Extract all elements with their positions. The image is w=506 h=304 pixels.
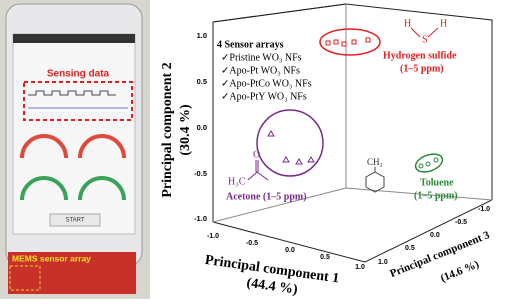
pc2-label: Principal component 2: [160, 62, 175, 197]
legend-item: ✓Apo-PtY WO₃ NFs: [221, 91, 307, 102]
tick-label: -1.0: [194, 214, 207, 223]
tick-label: 0.5: [320, 254, 330, 261]
toluene-cluster: [414, 153, 444, 173]
tick-label: 1.0: [197, 31, 207, 40]
axes-box: [212, 3, 493, 263]
tick-label: 0.0: [197, 123, 207, 132]
legend-item: ✓Apo-Pt WO₃ NFs: [221, 65, 300, 76]
legend: 4 Sensor arrays ✓Pristine WO₃ NFs ✓Apo-P…: [217, 39, 312, 102]
group-name: Acetone (1–5 ppm): [226, 191, 307, 202]
pc1-percent: (44.4 %): [246, 276, 299, 298]
tick-label: -1.0: [207, 233, 219, 240]
sensor-box: [9, 265, 41, 291]
acetone-cluster: [256, 109, 324, 177]
tick-label: 1.0: [378, 259, 388, 266]
tick-label: -1.0: [478, 206, 490, 213]
tick-label: -0.5: [194, 169, 207, 178]
phone-screen: [12, 33, 136, 235]
group-range: (1–5 ppm): [414, 190, 458, 201]
atom: S: [422, 34, 428, 45]
atom: CH₃: [367, 157, 383, 167]
sensor-board: [8, 252, 136, 294]
h2s-molecule: H S H Hydrogen sulfide (1–5 ppm): [383, 18, 457, 74]
pc3-ticks: 1.0 0.5 0.0 -0.5 -1.0: [378, 206, 490, 266]
acetone-molecule: H₃C O Acetone (1–5 ppm): [226, 149, 307, 202]
atom: H: [404, 18, 411, 29]
sensing-label: Sensing data: [47, 69, 110, 80]
tick-label: 1.0: [355, 264, 365, 271]
atom: H: [440, 18, 447, 29]
toluene-molecule: CH₃ Toluene (1–5 ppm): [365, 157, 458, 201]
group-name: Toluene: [420, 177, 454, 188]
pc2-ticks: 1.0 0.5 0.0 -0.5 -1.0: [194, 31, 207, 223]
group-name: Hydrogen sulfide: [383, 50, 457, 61]
sensing-box: [23, 81, 133, 121]
tick-label: 0.0: [285, 247, 295, 254]
tick-label: 0.0: [430, 232, 440, 239]
legend-item: ✓Apo-PtCo WO₃ NFs: [221, 78, 312, 89]
legend-title: 4 Sensor arrays: [217, 39, 284, 50]
gauges: [20, 134, 126, 201]
h2s-cluster: [319, 28, 381, 56]
signal-trace: [28, 90, 116, 96]
atom: H₃C: [228, 176, 246, 187]
atom: O: [253, 149, 260, 160]
tick-label: 0.5: [197, 77, 207, 86]
pc1-ticks: -1.0 -0.5 0.0 0.5 1.0: [207, 233, 365, 271]
phone-photo: Sensing data START MEMS sensor array: [0, 0, 150, 299]
status-bar: [13, 34, 135, 43]
tick-label: -0.5: [455, 219, 467, 226]
button-label: START: [65, 218, 84, 224]
pc3-percent: (14.6 %): [439, 258, 481, 284]
start-button[interactable]: [49, 213, 101, 227]
legend-item: ✓Pristine WO₃ NFs: [221, 52, 302, 63]
group-range: (1–5 ppm): [400, 63, 444, 74]
board-label: MEMS sensor array: [12, 253, 91, 263]
pc2-percent: (30.4 %): [178, 104, 193, 156]
tick-label: -0.5: [246, 240, 258, 247]
tick-label: 0.5: [405, 245, 415, 252]
